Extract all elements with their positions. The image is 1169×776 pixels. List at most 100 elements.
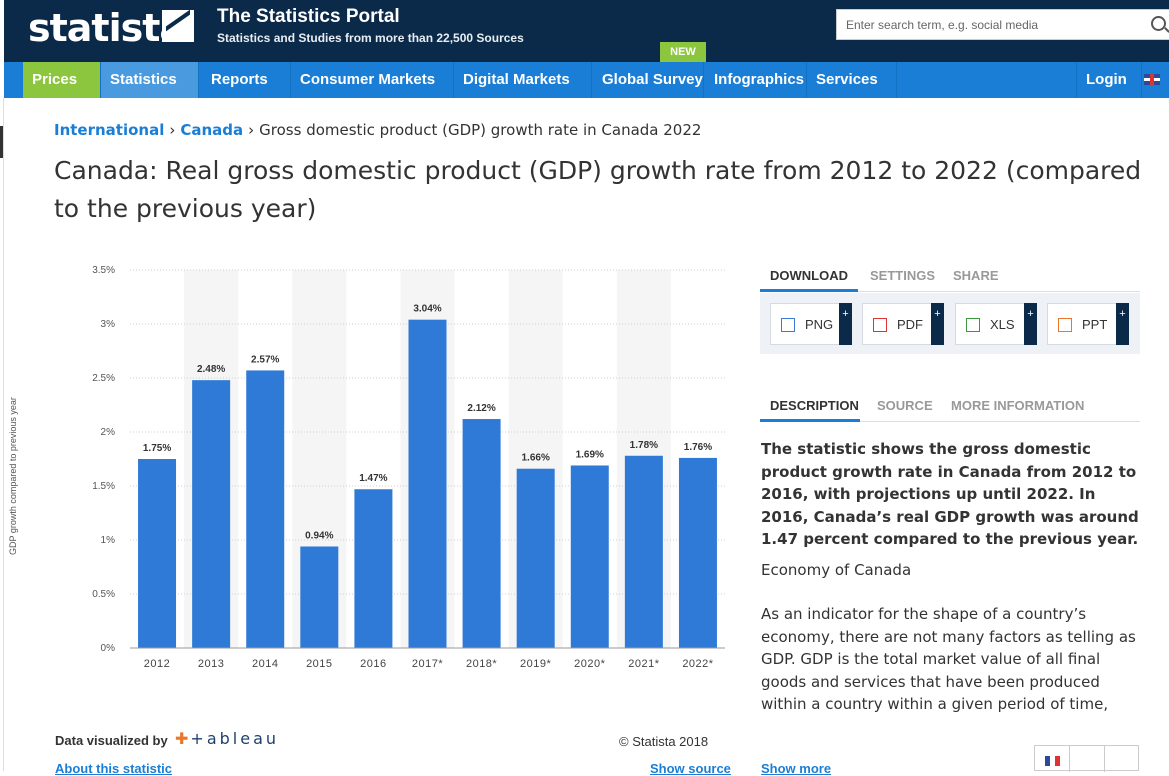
data-label: 1.47% [359, 473, 387, 484]
data-visualized-by: Data visualized by [55, 733, 168, 748]
description: The statistic shows the gross domestic p… [761, 438, 1143, 721]
plus-icon[interactable]: + [931, 303, 944, 345]
png-file-icon [781, 318, 795, 332]
x-tick-label: 2014 [252, 658, 278, 670]
nav-services[interactable]: Services [807, 62, 897, 98]
lang-fr[interactable] [1035, 746, 1070, 772]
breadcrumb-international[interactable]: International [54, 121, 165, 139]
y-tick-label: 3.5% [92, 265, 115, 276]
language-selector[interactable] [1034, 745, 1140, 772]
download-ppt-button[interactable]: PPT + [1047, 303, 1129, 345]
tab-share[interactable]: SHARE [953, 268, 999, 283]
plus-icon[interactable]: + [1024, 303, 1037, 345]
download-tabs: DOWNLOAD SETTINGS SHARE [760, 262, 1140, 292]
tab-settings[interactable]: SETTINGS [870, 268, 936, 283]
bar [408, 319, 447, 648]
side-panel: DOWNLOAD SETTINGS SHARE PNG + PDF + XLS … [760, 262, 1140, 713]
nav-login[interactable]: Login [1076, 62, 1142, 98]
x-tick-label: 2018* [466, 658, 497, 670]
x-tick-label: 2015 [306, 658, 332, 670]
bar [462, 419, 501, 648]
nav-infographics[interactable]: Infographics [705, 62, 807, 98]
y-tick-label: 0% [101, 643, 116, 654]
nav-global-survey[interactable]: Global Survey [593, 62, 704, 98]
description-text: The statistic shows the gross domestic p… [761, 440, 1139, 548]
data-label: 2.48% [197, 364, 225, 375]
main-nav: Prices Statistics Reports Consumer Marke… [4, 62, 1169, 98]
y-tick-label: 3% [101, 319, 116, 330]
bar [624, 455, 663, 648]
nav-digital-markets[interactable]: Digital Markets [454, 62, 592, 98]
chart-container: 0% 0.5% 1% 1.5% 2% 2.5% 3% 3.5% 1.75% 2012 2.48% 20… [8, 255, 740, 685]
info-tabs: DESCRIPTION SOURCE MORE INFORMATION [760, 392, 1140, 422]
tab-description[interactable]: DESCRIPTION [770, 398, 859, 413]
active-tab-indicator [760, 289, 858, 292]
bar [300, 546, 339, 648]
description-paragraph: As an indicator for the shape of a count… [761, 605, 1136, 713]
data-label: 1.75% [143, 443, 171, 454]
new-badge: NEW [660, 42, 706, 62]
page-title: Canada: Real gross domestic product (GDP… [54, 156, 1142, 223]
tab-download[interactable]: DOWNLOAD [770, 268, 848, 283]
tableau-cross-icon: ✚ [175, 729, 189, 748]
download-pdf-button[interactable]: PDF + [862, 303, 944, 345]
y-tick-label: 2.5% [92, 373, 115, 384]
page-left-border [3, 98, 4, 771]
data-label: 1.76% [684, 442, 712, 453]
about-statistic-link[interactable]: About this statistic [55, 761, 173, 776]
x-tick-label: 2019* [520, 658, 551, 670]
x-tick-label: 2022* [682, 658, 713, 670]
search-icon[interactable] [1151, 16, 1166, 31]
x-tick-label: 2013 [198, 658, 224, 670]
download-xls-button[interactable]: XLS + [955, 303, 1037, 345]
search-box[interactable] [836, 9, 1169, 40]
active-tab-indicator [760, 419, 860, 422]
nav-reports[interactable]: Reports [202, 62, 291, 98]
france-flag-icon [1045, 756, 1060, 766]
tab-more-information[interactable]: MORE INFORMATION [951, 398, 1085, 413]
download-box: PNG + PDF + XLS + PPT + [760, 293, 1140, 354]
nav-consumer-markets[interactable]: Consumer Markets [291, 62, 454, 98]
show-source-link[interactable]: Show source [650, 761, 731, 776]
uk-flag-icon[interactable] [1144, 74, 1160, 85]
nav-statistics[interactable]: Statistics [101, 62, 199, 98]
x-tick-label: 2012 [144, 658, 170, 670]
nav-prices[interactable]: Prices [23, 62, 101, 98]
breadcrumb-canada[interactable]: Canada [180, 121, 244, 139]
download-ppt-label: PPT [1082, 317, 1108, 332]
lang-option[interactable] [1070, 746, 1105, 772]
download-png-button[interactable]: PNG + [770, 303, 852, 345]
xls-file-icon [966, 318, 980, 332]
y-tick-label: 1% [101, 535, 116, 546]
bar [246, 370, 285, 648]
top-header: statista The Statistics Portal Statistic… [4, 0, 1169, 62]
tab-source[interactable]: SOURCE [877, 398, 933, 413]
bar [354, 489, 393, 648]
breadcrumb-current: Gross domestic product (GDP) growth rate… [259, 121, 702, 139]
ppt-file-icon [1058, 318, 1072, 332]
data-label: 1.78% [630, 440, 658, 451]
data-label: 1.66% [522, 453, 550, 464]
statista-logo-icon[interactable] [162, 10, 194, 42]
y-tick-label: 1.5% [92, 481, 115, 492]
data-label: 2.12% [467, 403, 495, 414]
bar [192, 380, 231, 648]
bar [138, 459, 177, 648]
portal-subtitle: Statistics and Studies from more than 22… [217, 31, 524, 45]
x-tick-label: 2020* [574, 658, 605, 670]
data-label: 0.94% [305, 530, 333, 541]
lang-option[interactable] [1105, 746, 1140, 772]
show-more-link[interactable]: Show more [761, 761, 832, 776]
statista-logo[interactable]: statista [28, 6, 185, 50]
download-xls-label: XLS [990, 317, 1015, 332]
copyright: © Statista 2018 [619, 734, 709, 749]
data-label: 3.04% [413, 304, 441, 315]
plus-icon[interactable]: + [839, 303, 852, 345]
plus-icon[interactable]: + [1116, 303, 1129, 345]
feedback-tab[interactable] [0, 126, 3, 158]
search-input[interactable] [837, 10, 1137, 39]
pdf-file-icon [873, 318, 887, 332]
download-pdf-label: PDF [897, 317, 923, 332]
tableau-logo[interactable]: ✚ +ableau [175, 729, 279, 748]
data-label: 1.69% [576, 449, 604, 460]
